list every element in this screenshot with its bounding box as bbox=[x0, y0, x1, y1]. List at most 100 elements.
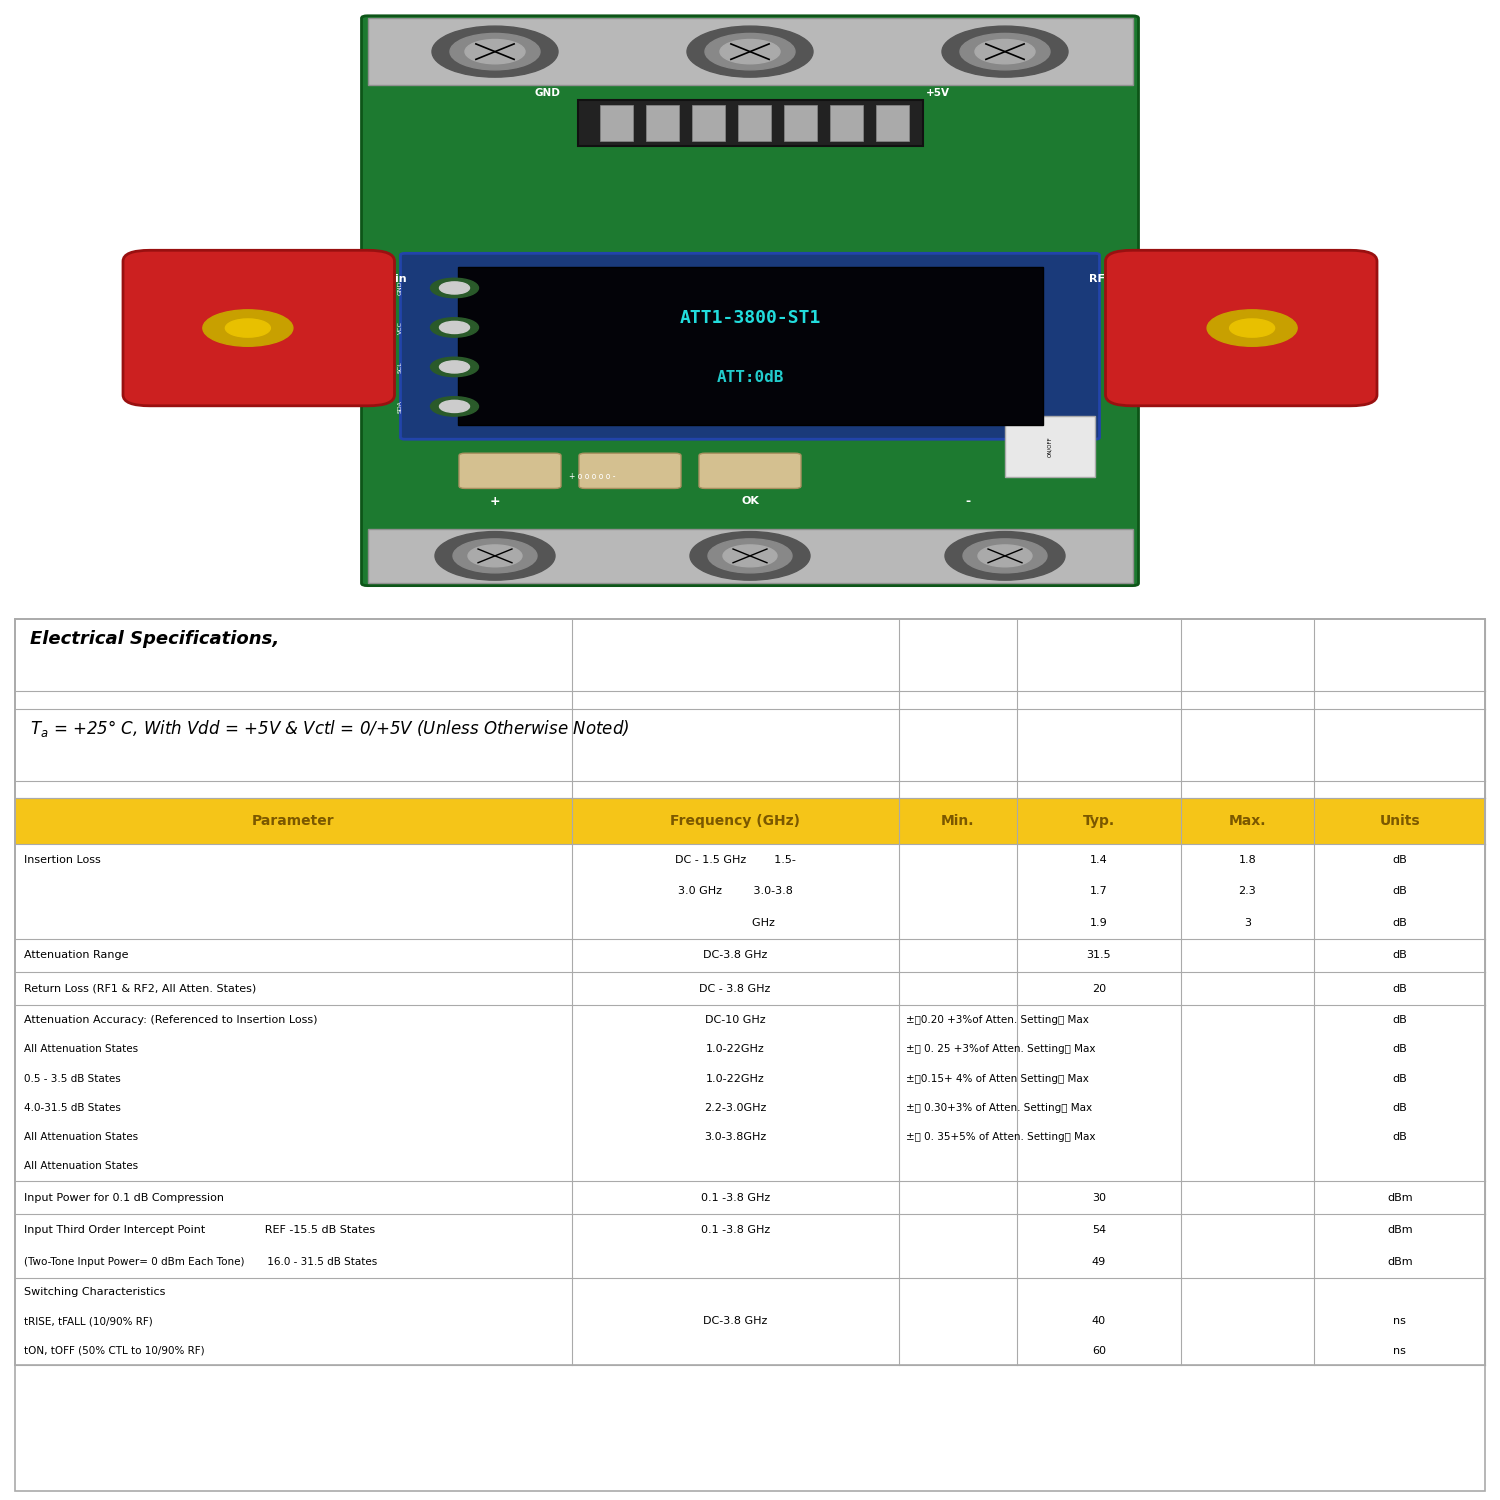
Text: Input Third Order Intercept Point                 REF -15.5 dB States: Input Third Order Intercept Point REF -1… bbox=[24, 1226, 375, 1234]
Text: -: - bbox=[964, 495, 970, 507]
Bar bbox=[15, 1278, 1485, 1365]
Bar bbox=[15, 972, 1485, 1005]
Text: ON/OFF: ON/OFF bbox=[1047, 436, 1053, 457]
Text: RFin: RFin bbox=[380, 274, 406, 285]
Circle shape bbox=[465, 39, 525, 64]
Bar bbox=[368, 528, 1132, 584]
Circle shape bbox=[945, 531, 1065, 580]
Text: 0.5 - 3.5 dB States: 0.5 - 3.5 dB States bbox=[24, 1074, 120, 1083]
Bar bbox=[15, 844, 1485, 939]
Circle shape bbox=[960, 33, 1050, 70]
Text: All Attenuation States: All Attenuation States bbox=[24, 1044, 138, 1054]
Text: Min.: Min. bbox=[940, 815, 975, 828]
Text: dB: dB bbox=[1392, 951, 1407, 960]
Bar bbox=[738, 105, 771, 141]
Bar bbox=[15, 1005, 1485, 1180]
Text: 1.7: 1.7 bbox=[1090, 886, 1108, 897]
Text: Parameter: Parameter bbox=[252, 815, 334, 828]
Text: 2.2-3.0GHz: 2.2-3.0GHz bbox=[704, 1102, 766, 1113]
Bar bbox=[458, 267, 1042, 426]
Text: $T_a$ = +25° C, With Vdd = +5V & Vctl = 0/+5V (Unless Otherwise Noted): $T_a$ = +25° C, With Vdd = +5V & Vctl = … bbox=[30, 717, 628, 738]
Text: dBm: dBm bbox=[1388, 1192, 1413, 1203]
Text: SDA: SDA bbox=[398, 400, 404, 412]
Circle shape bbox=[430, 318, 478, 338]
Text: All Attenuation States: All Attenuation States bbox=[24, 1132, 138, 1142]
Text: Units: Units bbox=[1380, 815, 1420, 828]
Text: 1.8: 1.8 bbox=[1239, 855, 1257, 865]
Text: 1.9: 1.9 bbox=[1090, 918, 1108, 928]
Bar bbox=[1005, 416, 1095, 477]
Text: dBm: dBm bbox=[1388, 1257, 1413, 1266]
Text: All Attenuation States: All Attenuation States bbox=[24, 1161, 138, 1172]
Text: ±（0.20 +3%of Atten. Setting） Max: ±（0.20 +3%of Atten. Setting） Max bbox=[906, 1016, 1089, 1025]
Text: dB: dB bbox=[1392, 1132, 1407, 1142]
Text: 30: 30 bbox=[1092, 1192, 1106, 1203]
Text: dB: dB bbox=[1392, 1016, 1407, 1025]
Circle shape bbox=[430, 357, 478, 376]
Bar bbox=[600, 105, 633, 141]
Text: 60: 60 bbox=[1092, 1346, 1106, 1356]
Text: dB: dB bbox=[1392, 855, 1407, 865]
Text: ns: ns bbox=[1394, 1317, 1406, 1326]
Text: 0.1 -3.8 GHz: 0.1 -3.8 GHz bbox=[700, 1226, 770, 1234]
Bar bbox=[15, 1180, 1485, 1215]
Text: GND: GND bbox=[534, 88, 561, 98]
Text: Max.: Max. bbox=[1228, 815, 1266, 828]
Bar bbox=[876, 105, 909, 141]
Text: +5V: +5V bbox=[926, 88, 950, 98]
Circle shape bbox=[202, 310, 292, 346]
Circle shape bbox=[453, 538, 537, 573]
Text: GND: GND bbox=[398, 280, 404, 296]
Text: dB: dB bbox=[1392, 1102, 1407, 1113]
Bar bbox=[831, 105, 864, 141]
Text: DC-3.8 GHz: DC-3.8 GHz bbox=[704, 951, 768, 960]
Circle shape bbox=[225, 320, 270, 338]
Text: Frequency (GHz): Frequency (GHz) bbox=[670, 815, 800, 828]
Text: Attenuation Range: Attenuation Range bbox=[24, 951, 129, 960]
Circle shape bbox=[705, 33, 795, 70]
Text: + o o o o o -: + o o o o o - bbox=[570, 472, 615, 482]
Text: DC-3.8 GHz: DC-3.8 GHz bbox=[704, 1317, 768, 1326]
Text: 31.5: 31.5 bbox=[1086, 951, 1112, 960]
Text: dB: dB bbox=[1392, 1074, 1407, 1083]
Text: DC - 1.5 GHz        1.5-: DC - 1.5 GHz 1.5- bbox=[675, 855, 795, 865]
Text: ±（0.15+ 4% of Atten Setting） Max: ±（0.15+ 4% of Atten Setting） Max bbox=[906, 1074, 1089, 1083]
Circle shape bbox=[687, 26, 813, 76]
Text: ns: ns bbox=[1394, 1346, 1406, 1356]
Text: 3: 3 bbox=[1244, 918, 1251, 928]
Text: RFout: RFout bbox=[1089, 274, 1125, 285]
Circle shape bbox=[440, 282, 470, 294]
Circle shape bbox=[975, 39, 1035, 64]
FancyBboxPatch shape bbox=[123, 251, 394, 406]
Bar bbox=[368, 18, 1132, 86]
Text: 2.3: 2.3 bbox=[1239, 886, 1257, 897]
Text: Switching Characteristics: Switching Characteristics bbox=[24, 1287, 165, 1298]
Text: 4.0-31.5 dB States: 4.0-31.5 dB States bbox=[24, 1102, 120, 1113]
Text: 49: 49 bbox=[1092, 1257, 1106, 1266]
Circle shape bbox=[440, 362, 470, 374]
Bar bbox=[646, 105, 680, 141]
Bar bbox=[15, 798, 1485, 844]
Text: tON, tOFF (50% CTL to 10/90% RF): tON, tOFF (50% CTL to 10/90% RF) bbox=[24, 1346, 204, 1356]
Text: 0.1 -3.8 GHz: 0.1 -3.8 GHz bbox=[700, 1192, 770, 1203]
Circle shape bbox=[723, 544, 777, 567]
Circle shape bbox=[1208, 310, 1298, 346]
Text: OK: OK bbox=[741, 496, 759, 506]
FancyBboxPatch shape bbox=[579, 453, 681, 489]
Text: dB: dB bbox=[1392, 918, 1407, 928]
Bar bbox=[15, 1215, 1485, 1278]
Circle shape bbox=[432, 26, 558, 76]
Circle shape bbox=[708, 538, 792, 573]
Text: 1.4: 1.4 bbox=[1090, 855, 1108, 865]
Text: DC - 3.8 GHz: DC - 3.8 GHz bbox=[699, 984, 771, 994]
Text: 3.0-3.8GHz: 3.0-3.8GHz bbox=[704, 1132, 766, 1142]
Bar bbox=[784, 105, 818, 141]
Circle shape bbox=[430, 278, 478, 297]
Text: ±（ 0.30+3% of Atten. Setting） Max: ±（ 0.30+3% of Atten. Setting） Max bbox=[906, 1102, 1092, 1113]
Text: 3.0 GHz         3.0-3.8: 3.0 GHz 3.0-3.8 bbox=[678, 886, 792, 897]
Circle shape bbox=[450, 33, 540, 70]
Text: VCC: VCC bbox=[398, 321, 404, 334]
Circle shape bbox=[435, 531, 555, 580]
Circle shape bbox=[468, 544, 522, 567]
Text: GHz: GHz bbox=[696, 918, 774, 928]
